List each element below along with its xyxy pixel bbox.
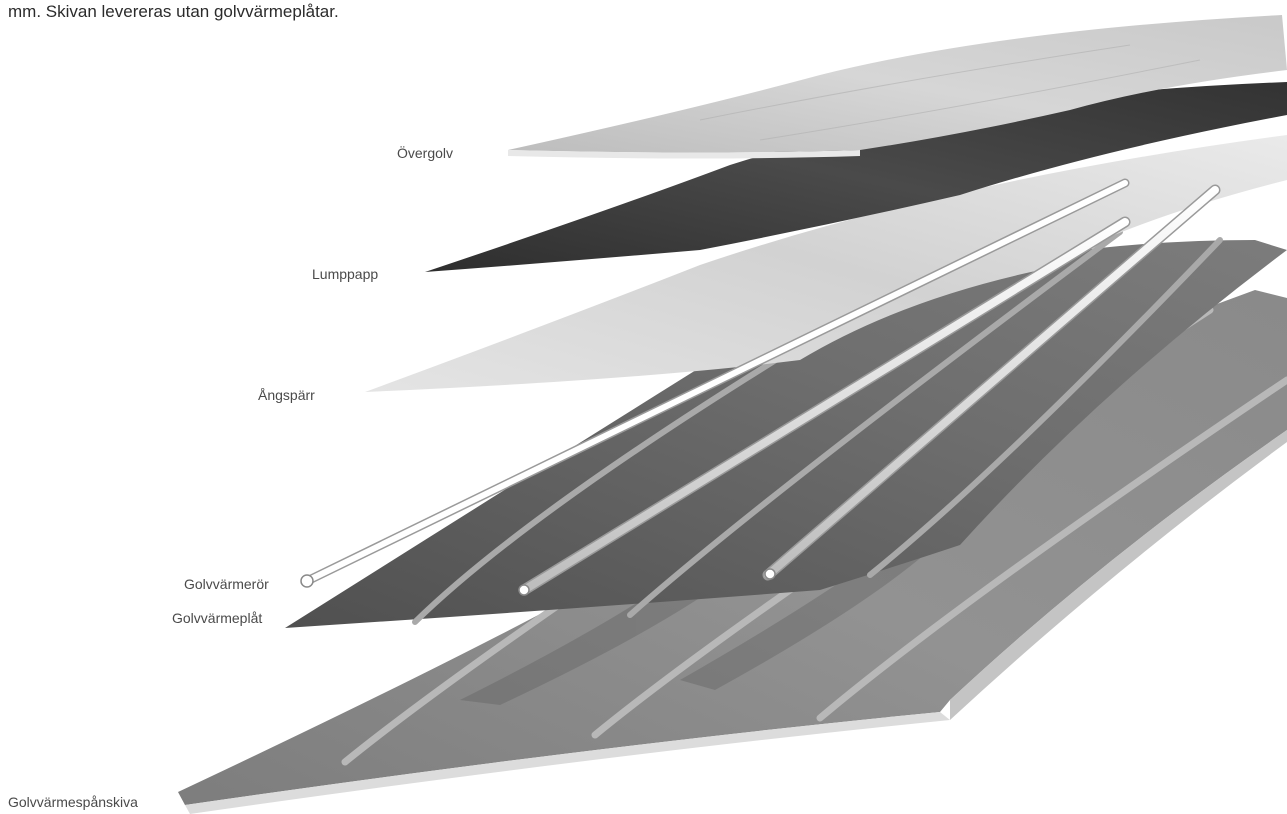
felt-paper-layer	[425, 82, 1287, 272]
vapor-barrier-layer	[365, 135, 1287, 392]
intro-text: mm. Skivan levereras utan golvvärmeplåta…	[8, 2, 339, 21]
label-golvvarmespanskiva: Golvvärmespånskiva	[8, 794, 138, 810]
label-golvvarmeror: Golvvärmerör	[184, 576, 269, 592]
label-angsparr: Ångspärr	[258, 387, 315, 403]
label-overgolv: Övergolv	[397, 145, 454, 161]
label-golvvarmeplat: Golvvärmeplåt	[172, 610, 263, 626]
label-lumppapp: Lumppapp	[312, 266, 379, 282]
heating-pipes	[300, 178, 1221, 596]
top-floor-layer	[508, 15, 1287, 159]
